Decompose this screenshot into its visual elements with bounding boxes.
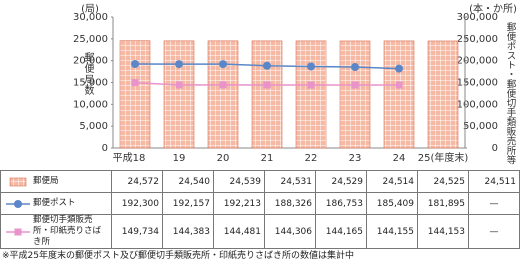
value-label: 149,734 — [111, 214, 163, 249]
legend-icon — [9, 177, 27, 186]
y2-tick-label: 0 — [492, 143, 498, 154]
bar — [427, 40, 459, 149]
y2-tick-label: 50,000 — [463, 121, 498, 132]
value-label: 144,383 — [162, 214, 214, 249]
value-label: — — [468, 214, 520, 249]
y-tick-label: 20,000 — [73, 56, 108, 67]
x-tick-label: 21 — [261, 153, 274, 164]
point — [351, 81, 359, 89]
x-tick-label: 24 — [393, 153, 406, 164]
value-label: 24,539 — [213, 170, 265, 193]
y-tick-label: 15,000 — [73, 78, 108, 89]
point — [219, 81, 227, 89]
x-tick-label: 平成18 — [113, 152, 146, 164]
y2-title: 郵便ポスト・郵便切手類販売所等 — [505, 21, 517, 164]
bar — [207, 40, 239, 149]
value-label: 192,157 — [162, 192, 214, 215]
point — [395, 81, 403, 89]
chart: (局) (本・か所) 郵便局数 郵便ポスト・郵便切手類販売所等 0 5,000 10… — [73, 2, 517, 165]
x-tick-label: 23 — [349, 153, 362, 164]
point — [395, 64, 403, 73]
y2-tick-label: 200,000 — [457, 56, 498, 67]
y2-tick-label: 250,000 — [457, 34, 498, 45]
value-label: 24,525 — [417, 170, 469, 193]
x-tick-label: 22 — [305, 153, 318, 164]
value-label: 192,213 — [213, 192, 265, 215]
data-table: 郵便局 24,572 24,540 24,539 24,531 24,529 24,514 2… — [0, 170, 520, 249]
y2-unit: (本・か所) — [469, 2, 517, 15]
value-label: 144,165 — [315, 214, 367, 249]
point — [175, 60, 183, 69]
point — [175, 81, 183, 89]
legend-cell: 郵便切手類販売所・印紙売りさばき所 — [0, 214, 112, 249]
y-tick-label: 30,000 — [73, 12, 108, 23]
bar — [383, 40, 415, 149]
bar — [163, 40, 195, 149]
value-label: 24,531 — [264, 170, 316, 193]
x-tick-label: 20 — [217, 153, 230, 164]
value-label: 144,153 — [417, 214, 469, 249]
bar — [339, 40, 371, 149]
y2-tick-label: 300,000 — [457, 12, 498, 23]
value-label: 185,409 — [366, 192, 418, 215]
point — [263, 61, 271, 70]
value-label: 144,306 — [264, 214, 316, 249]
legend-marker — [14, 199, 22, 208]
legend-label: 郵便切手類販売所・印紙売りさばき所 — [33, 215, 102, 247]
y-tick-label: 10,000 — [73, 99, 108, 110]
y-unit: (局) — [81, 3, 99, 15]
value-label: 188,326 — [264, 192, 316, 215]
footnote: ※平成25年度末の郵便ポスト及び郵便切手類販売所・印紙売りさばき所の数値は集計中 — [2, 251, 354, 261]
x-tick-label: 25(年度末) — [418, 151, 469, 164]
table-row: 郵便ポスト 192,300 192,157 192,213 188,326 186,753… — [0, 192, 520, 215]
point — [131, 60, 139, 69]
legend-marker — [14, 228, 22, 235]
point — [131, 79, 139, 87]
legend-label: 郵便局 — [33, 176, 59, 186]
legend-swatch — [9, 177, 27, 186]
point — [307, 62, 315, 71]
point — [263, 81, 271, 89]
bar — [119, 40, 151, 149]
legend-icon — [6, 199, 30, 208]
value-label: 192,300 — [111, 192, 163, 215]
value-label: 24,572 — [111, 170, 163, 193]
table-row: 郵便切手類販売所・印紙売りさばき所 149,734 144,383 144,481 14… — [0, 214, 520, 249]
legend-cell: 郵便ポスト — [0, 192, 112, 215]
y-tick-label: 0 — [102, 143, 108, 154]
y2-tick-label: 100,000 — [457, 99, 498, 110]
value-label: — — [468, 192, 520, 215]
value-label: 181,895 — [417, 192, 469, 215]
value-label: 144,155 — [366, 214, 418, 249]
value-label: 24,511 — [468, 170, 520, 193]
y-tick-label: 25,000 — [73, 34, 108, 45]
legend-label: 郵便ポスト — [33, 198, 76, 208]
bar — [251, 40, 283, 149]
value-label: 144,481 — [213, 214, 265, 249]
y-tick-label: 5,000 — [79, 121, 108, 132]
table-row: 郵便局 24,572 24,540 24,539 24,531 24,529 24,514 2… — [0, 170, 520, 193]
value-label: 24,529 — [315, 170, 367, 193]
x-tick-label: 19 — [173, 153, 186, 164]
legend-cell: 郵便局 — [0, 170, 112, 193]
value-label: 186,753 — [315, 192, 367, 215]
legend-icon — [6, 228, 30, 235]
y-title: 郵便局数 — [82, 52, 94, 96]
value-label: 24,514 — [366, 170, 418, 193]
value-label: 24,540 — [162, 170, 214, 193]
point — [219, 60, 227, 69]
point — [351, 63, 359, 72]
point — [307, 81, 315, 89]
y2-tick-label: 150,000 — [457, 78, 498, 89]
bar — [295, 40, 327, 149]
